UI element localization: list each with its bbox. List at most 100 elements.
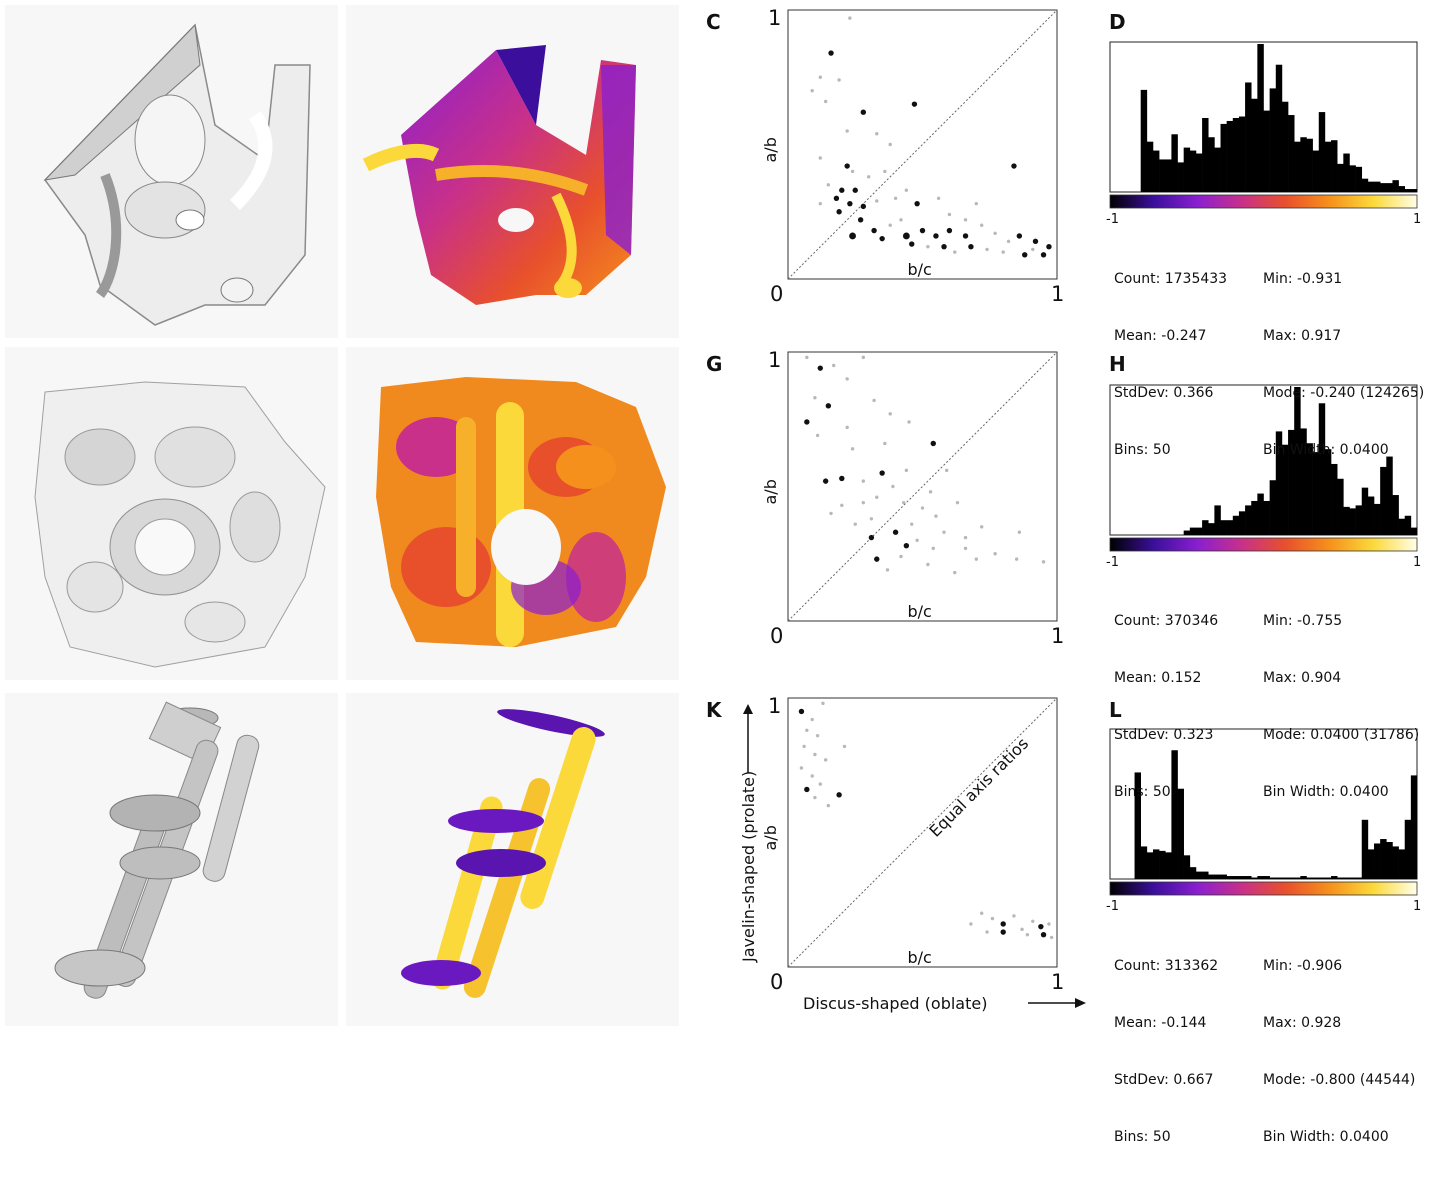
data-point: [815, 733, 820, 738]
data-point: [798, 708, 805, 715]
data-point: [853, 522, 857, 526]
stat-stddev: StdDev: 0.323: [1114, 727, 1214, 743]
stat-mean: Mean: -0.144: [1114, 1015, 1207, 1031]
data-point: [805, 355, 809, 360]
histogram-bar: [1263, 876, 1270, 879]
data-point: [844, 163, 850, 169]
stat-bins: Bins: 50: [1114, 442, 1171, 458]
stat-binwidth: Bin Width: 0.0400: [1263, 784, 1389, 800]
data-point: [829, 511, 833, 516]
data-point: [993, 552, 997, 556]
data-point: [1001, 250, 1005, 254]
data-point: [985, 247, 989, 252]
histogram-bar: [1263, 110, 1270, 192]
histogram-bar: [1152, 150, 1160, 192]
data-point: [875, 199, 879, 203]
histogram-bar: [1208, 137, 1215, 192]
histogram-bar: [1257, 493, 1264, 535]
data-point: [1032, 238, 1039, 245]
histogram-bar: [1202, 871, 1209, 879]
data-point: [810, 89, 814, 93]
stats-d: Count: 1735433 Mean: -0.247 StdDev: 0.36…: [1114, 232, 1424, 498]
data-point: [875, 132, 879, 136]
data-point: [802, 744, 806, 749]
data-point: [818, 782, 822, 786]
histogram-bar: [1337, 877, 1344, 879]
y-axis-label: a/b: [761, 825, 780, 850]
data-point: [821, 701, 825, 706]
histogram-bar: [1324, 141, 1332, 192]
tick-x-zero: 0: [770, 282, 783, 306]
data-point: [805, 728, 809, 732]
histogram-bar: [1361, 487, 1369, 535]
histogram-bar: [1208, 523, 1215, 535]
data-point: [1025, 933, 1030, 937]
stat-count: Count: 370346: [1114, 613, 1219, 629]
data-point: [845, 129, 849, 133]
histogram-bar: [1337, 163, 1344, 192]
data-point: [920, 506, 925, 510]
histogram-bar: [1331, 876, 1338, 879]
data-point: [847, 200, 853, 207]
data-point: [1014, 557, 1019, 561]
data-point: [930, 440, 936, 447]
data-point: [1040, 252, 1047, 258]
data-point: [1047, 922, 1051, 926]
data-point: [1040, 932, 1047, 938]
data-point: [963, 546, 968, 551]
histogram-bar: [1202, 118, 1209, 192]
data-point: [823, 758, 828, 762]
histogram-bar: [1367, 849, 1375, 879]
histogram-bar: [1288, 429, 1295, 535]
equal-ratio-diagonal: [787, 351, 1058, 622]
histogram-bar: [1300, 428, 1307, 535]
data-point: [942, 530, 946, 534]
data-point: [848, 16, 852, 20]
histogram-bar: [1269, 88, 1277, 192]
stat-stddev: StdDev: 0.366: [1114, 385, 1214, 401]
data-point: [892, 529, 899, 535]
tick-x-one: 1: [1051, 624, 1064, 648]
histogram-bar: [1398, 186, 1406, 192]
equal-ratio-diagonal: [787, 697, 1058, 968]
data-point: [909, 241, 915, 247]
data-point: [979, 911, 984, 915]
stats-h: Count: 370346 Mean: 0.152 StdDev: 0.323 …: [1114, 574, 1419, 840]
histogram-bar: [1300, 876, 1307, 879]
data-point: [861, 355, 866, 360]
histogram-bar: [1220, 520, 1227, 535]
tick-y-one: 1: [768, 348, 781, 372]
histogram-bar: [1324, 877, 1332, 879]
data-point: [1016, 233, 1023, 239]
colormap-bar: [1109, 537, 1418, 552]
data-point: [974, 201, 978, 206]
histogram-bar: [1146, 141, 1154, 192]
histogram-bar: [1189, 150, 1197, 192]
render-rods-color-j: [346, 693, 679, 1026]
histogram-bar: [1165, 852, 1172, 879]
stat-mode: Mode: -0.800 (44544): [1263, 1072, 1416, 1088]
data-point: [861, 479, 866, 483]
histogram-bar: [1392, 846, 1399, 879]
histogram-bar: [1343, 877, 1350, 879]
stat-count: Count: 313362: [1114, 958, 1219, 974]
histogram-bar: [1275, 877, 1283, 879]
histogram-bar: [1281, 877, 1289, 879]
histogram-bar: [1251, 500, 1258, 535]
histogram-bar: [1189, 527, 1197, 535]
data-point: [903, 542, 910, 549]
histogram-bar: [1245, 82, 1252, 192]
data-point: [875, 495, 879, 499]
histogram-bar: [1281, 444, 1289, 535]
stat-min: Min: -0.755: [1263, 613, 1343, 629]
histogram-bar: [1343, 506, 1350, 535]
panel-label-k: K: [706, 698, 722, 722]
arrow-y-head: [743, 704, 753, 714]
colormap-bar: [1109, 881, 1418, 896]
data-point: [817, 365, 823, 371]
data-point: [867, 175, 871, 179]
data-point: [826, 183, 831, 187]
data-point: [934, 514, 938, 518]
data-point: [836, 209, 842, 215]
data-point: [842, 744, 847, 749]
